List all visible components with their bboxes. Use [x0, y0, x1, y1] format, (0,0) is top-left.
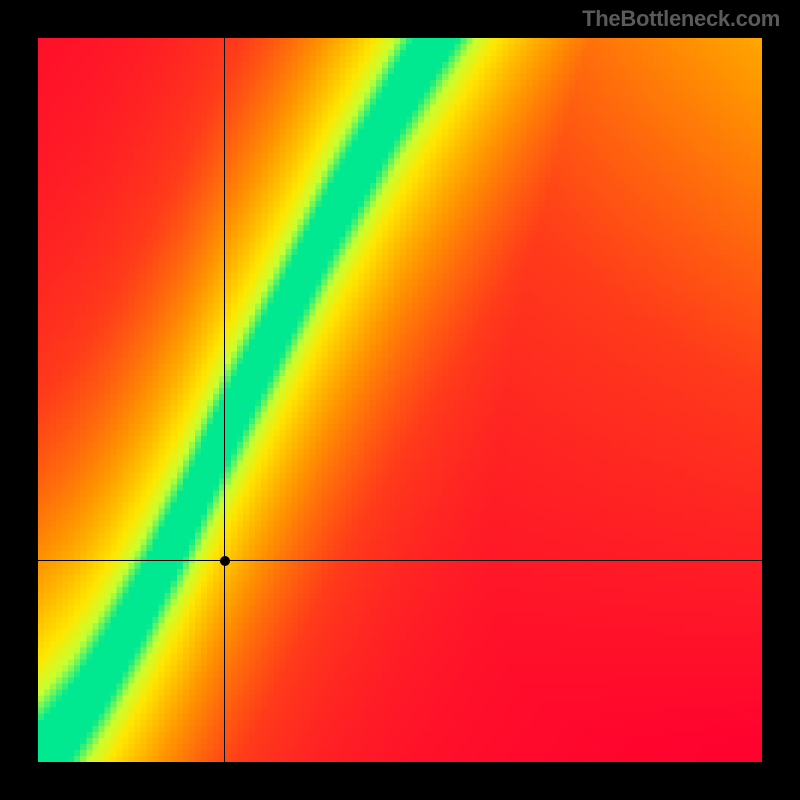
watermark-text: TheBottleneck.com [582, 6, 780, 32]
bottleneck-heatmap [38, 38, 762, 762]
selection-marker [220, 556, 230, 566]
chart-container: TheBottleneck.com [0, 0, 800, 800]
crosshair-horizontal [38, 560, 762, 561]
crosshair-vertical [224, 38, 225, 762]
